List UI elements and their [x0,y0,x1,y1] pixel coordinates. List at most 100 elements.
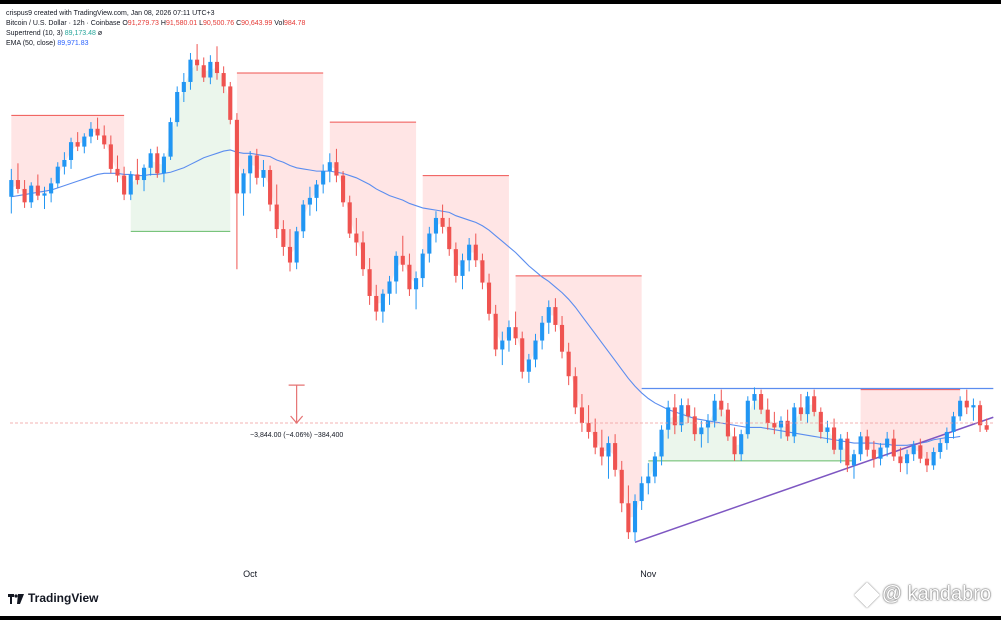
candle-body [566,351,571,377]
supertrend-band-3 [329,122,417,304]
symbol-line[interactable]: Bitcoin / U.S. Dollar · 12h · Coinbase O… [6,19,305,29]
candle [832,418,837,455]
candle [898,447,903,473]
candle [62,152,67,175]
candle-body [805,396,810,415]
candle [181,73,186,103]
supertrend-band-0 [11,115,125,196]
candle [739,429,744,461]
candle-body [984,425,989,430]
candle-body [699,427,704,435]
candle-body [447,226,452,250]
candle [307,186,312,216]
candle [274,184,279,238]
candle-body [55,166,60,184]
candle-body [440,217,445,227]
candle [102,125,107,149]
candle-body [613,443,618,470]
candle [82,133,87,154]
candle-body [62,159,67,167]
candle-body [155,153,160,174]
ema-legend[interactable]: EMA (50, close) 89,971.83 [6,39,305,49]
candle-body [739,434,744,455]
candle [208,55,213,85]
candle-body [234,119,239,194]
candle-body [958,400,963,417]
candle-body [108,144,113,169]
candle [526,353,531,383]
candle [765,398,770,430]
candle-body [168,122,173,157]
candle [347,195,352,238]
candle [984,418,989,432]
candle-body [49,183,54,194]
candle [360,231,366,276]
candle [135,158,140,185]
candle-body [778,420,784,428]
candle [321,164,326,194]
candle [460,253,465,290]
candle [380,289,385,323]
candle [958,396,963,421]
supertrend-band-6 [648,397,854,480]
candle-body [626,503,631,533]
tradingview-brand[interactable]: TradingView [8,591,98,605]
candle-body [924,458,930,466]
candle-body [380,293,385,312]
candle-body [102,135,107,145]
candle-body [374,295,379,312]
candle-body [128,174,133,195]
candle [141,164,147,192]
candle [626,485,631,539]
candle [885,431,890,457]
candle-body [427,233,432,254]
candle-body [68,142,74,160]
candle [619,460,624,513]
price-chart[interactable]: OctNovDec2026 −3,844.00 (−4.06%) −384,40… [0,4,1001,616]
candle [977,400,983,432]
candle-body [221,73,226,87]
candle-body [241,173,246,194]
measure-tool: −3,844.00 (−4.06%) −384,400 [10,384,995,439]
candle [851,449,857,479]
chart-legend: crispus9 created with TradingView.com, J… [6,9,305,49]
candle-body [878,447,883,459]
candle-body [208,61,213,78]
supertrend-extra: ø [97,30,103,37]
candle [672,394,677,435]
candle [75,132,80,152]
candle [951,411,956,439]
candle-body [911,445,916,455]
candle [294,226,299,270]
candle [546,300,551,334]
candle-body [526,359,531,372]
candle-body [652,456,657,477]
supertrend-legend[interactable]: Supertrend (10, 3) 89,173.48 ø [6,29,305,39]
candle [579,394,584,432]
candle-body [341,175,346,203]
candle-body [559,324,565,352]
candle [234,113,239,270]
tradingview-wordmark: TradingView [28,591,99,605]
candle [261,159,266,187]
candle [341,171,346,207]
candle-body [88,128,93,137]
candle [354,217,359,256]
supertrend-value: 89,173.48 [64,30,96,37]
candle-body [181,81,186,92]
volume-label: Vol [274,20,284,27]
candle-body [546,307,551,323]
candle-body [765,409,770,424]
candle-body [759,394,764,410]
candle-body [885,438,890,448]
candles-layer [9,44,989,542]
x-tick-label: Nov [640,569,657,579]
candle [599,429,604,466]
candle-body [29,185,34,203]
watermark-text: @ kandabro [881,583,991,605]
ohlc-high: 91,580.01 [165,20,198,27]
candle [254,148,259,185]
candle [214,46,220,80]
candle [798,394,803,421]
candle-body [752,394,757,401]
